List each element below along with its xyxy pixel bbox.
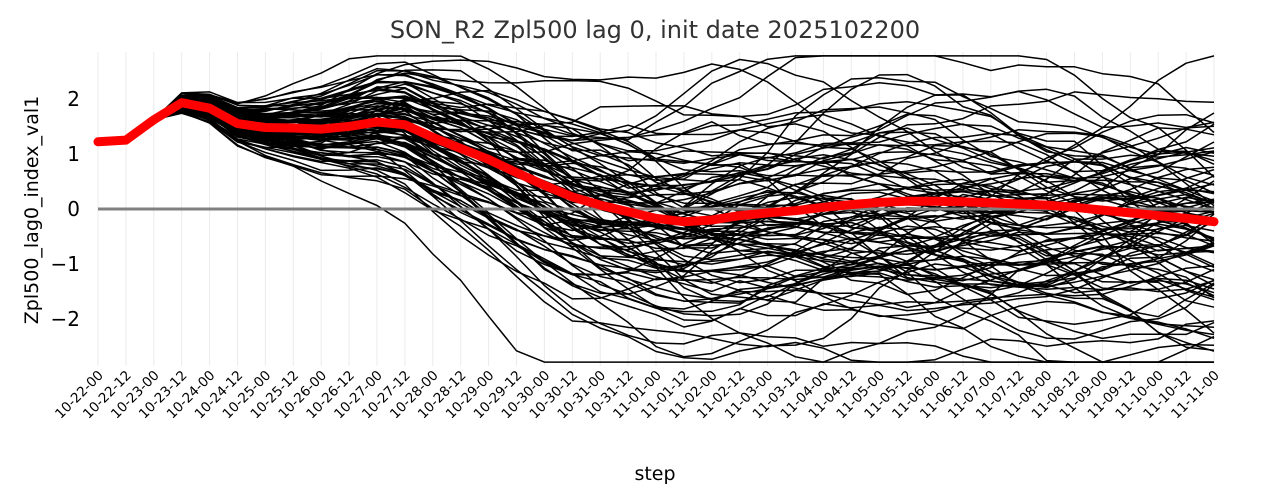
ensemble-member-line: [97, 95, 1215, 363]
ensemble-member-line: [97, 83, 1215, 318]
y-tick-labels: −2 −1 0 1 2: [51, 87, 80, 331]
ensemble-member-line: [97, 105, 1215, 358]
ensemble-member-line: [97, 105, 1215, 241]
x-axis-label: step: [634, 463, 675, 485]
mean-line: [93, 98, 1219, 227]
ensemble-member-line: [97, 111, 1215, 272]
ensemble-member-line: [97, 73, 1215, 237]
ensemble-member-line: [97, 96, 1215, 182]
y-tick-label: 0: [67, 197, 80, 221]
ensemble-member-line: [97, 101, 1215, 266]
mean-line-group: [93, 98, 1219, 227]
ensemble-member-line: [97, 99, 1215, 288]
ensemble-member-line: [97, 73, 1215, 233]
y-tick-label: −2: [51, 307, 80, 331]
ensemble-member-line: [97, 108, 1215, 304]
y-tick-label: 2: [67, 87, 80, 111]
ensemble-member-line: [97, 110, 1215, 293]
chart-title: SON_R2 Zpl500 lag 0, init date 202510220…: [390, 16, 920, 44]
y-axis-label: Zpl500_lag0_index_val1: [21, 96, 43, 324]
ensemble-member-line: [97, 80, 1215, 194]
ensemble-member-line: [97, 69, 1215, 229]
y-tick-label: 1: [67, 142, 80, 166]
y-tick-label: −1: [51, 252, 80, 276]
ensemble-member-line: [97, 94, 1215, 213]
